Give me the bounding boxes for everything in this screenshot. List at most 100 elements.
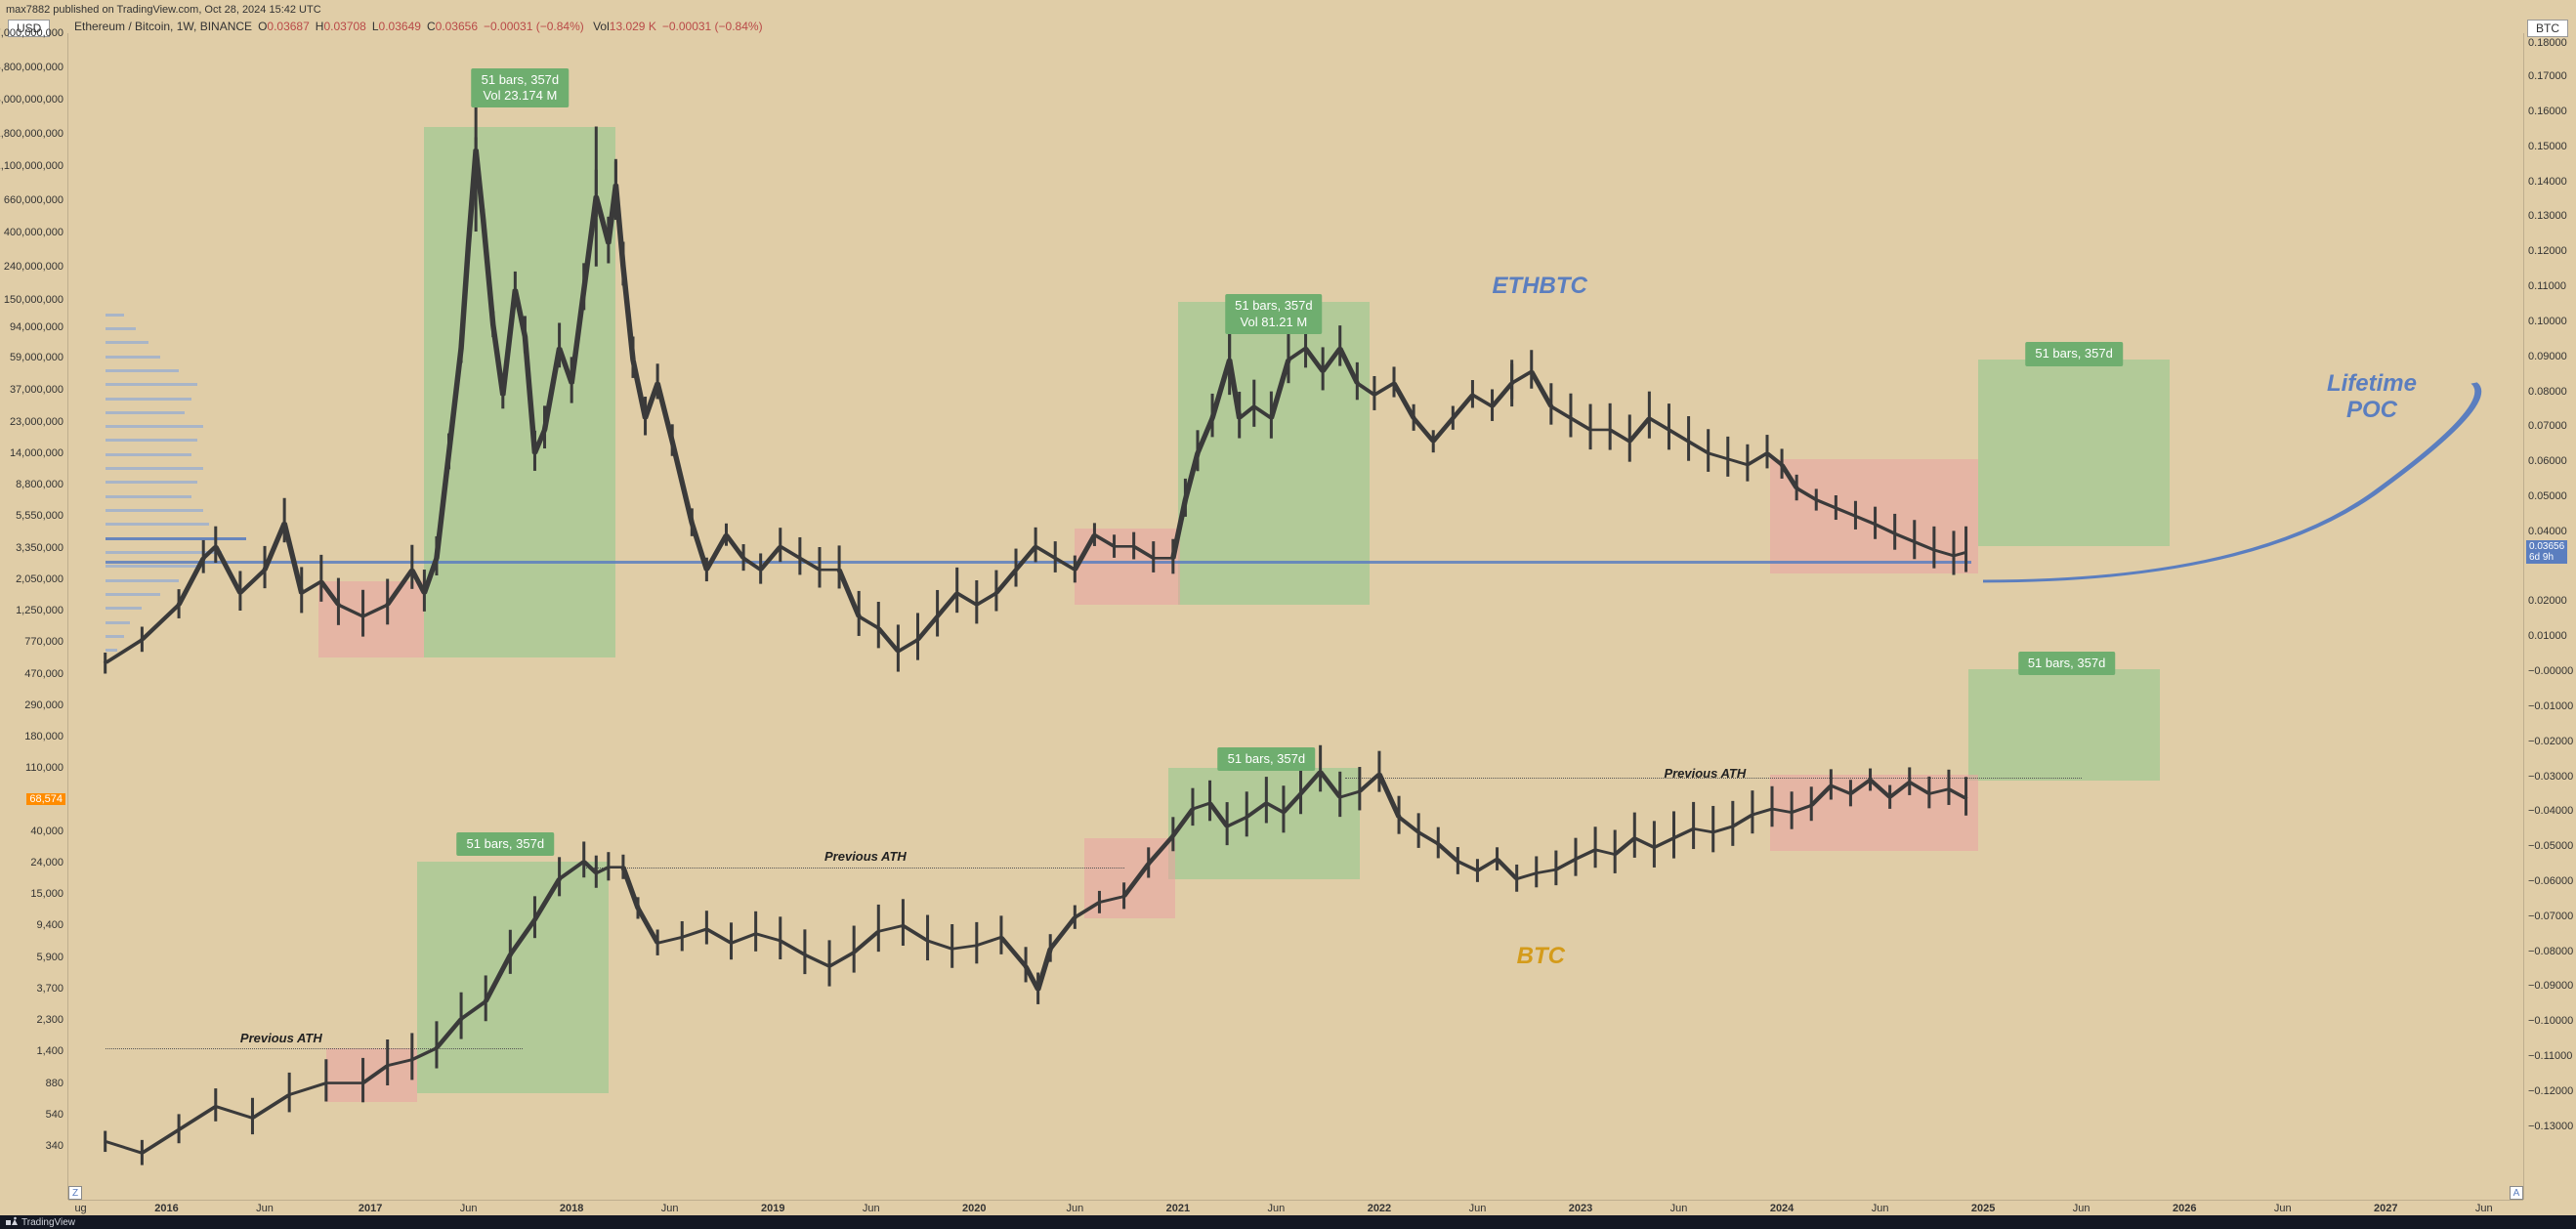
time-tick: Jun [661,1203,679,1214]
right-tick: 0.11000 [2528,280,2566,292]
time-tick: 2016 [154,1203,178,1214]
right-tick: −0.11000 [2528,1050,2572,1062]
time-tick: Jun [1872,1203,1889,1214]
right-tick: −0.10000 [2528,1015,2573,1027]
time-tick: 2025 [1971,1203,1995,1214]
time-tick: 2021 [1166,1203,1190,1214]
right-tick: 0.05000 [2528,490,2567,502]
right-price-axis[interactable]: 0.180000.170000.160000.150000.140000.130… [2523,33,2576,1200]
left-tick: 290,000 [24,699,63,711]
left-tick: 15,000 [30,888,63,900]
publish-info: max7882 published on TradingView.com, Oc… [6,4,321,16]
right-tick: 0.17000 [2528,70,2567,82]
time-tick: 2020 [962,1203,986,1214]
left-tick: 3,350,000 [16,542,63,554]
time-tick: Jun [2475,1203,2493,1214]
left-tick: 110,000 [25,762,63,774]
left-tick: 7,000,000,000 [0,27,63,39]
chart-text-label: Previous ATH [1664,766,1746,781]
right-tick: 0.07000 [2528,420,2567,432]
left-tick: 4,800,000,000 [0,62,63,73]
right-tick: 0.02000 [2528,595,2567,607]
left-tick: 59,000,000 [10,352,63,363]
range-label: 51 bars, 357dVol 23.174 M [472,68,570,108]
right-tick: −0.03000 [2528,771,2573,783]
left-tick: 880 [46,1078,63,1089]
chart-text-label: Previous ATH [240,1031,322,1045]
left-tick: 14,000,000 [10,447,63,459]
chart-area[interactable]: Z A 51 bars, 357dVol 23.174 M51 bars, 35… [68,33,2523,1200]
time-tick: Jun [1469,1203,1487,1214]
time-tick: Jun [2073,1203,2090,1214]
time-tick: Jun [1670,1203,1688,1214]
time-tick: 2019 [761,1203,784,1214]
footer-brand: TradingView [21,1217,75,1228]
left-tick: 8,800,000 [16,479,63,490]
right-tick: 0.04000 [2528,526,2567,537]
chart-text-label: LifetimePOC [2327,371,2417,423]
time-tick: 2027 [2374,1203,2397,1214]
left-tick: 40,000 [30,826,63,837]
left-tick: 540 [46,1109,63,1121]
left-tick: 180,000 [24,731,63,742]
right-tick: −0.00000 [2528,665,2573,677]
right-tick: −0.13000 [2528,1121,2573,1132]
range-label: 51 bars, 357d [2025,342,2123,365]
left-tick: 1,100,000,000 [0,160,63,172]
chart-text-label: ETHBTC [1493,273,1587,300]
time-tick: 2023 [1569,1203,1592,1214]
time-tick: Jun [1268,1203,1286,1214]
left-tick: 9,400 [36,919,63,931]
time-axis[interactable]: ug 2016 Jun 2017 Jun 2018 Jun 2019 Jun 2020 Jun 202… [68,1200,2523,1215]
left-tick: 1,800,000,000 [0,128,63,140]
left-tick: 340 [46,1140,63,1152]
left-tick: 770,000 [24,636,63,648]
time-tick: Jun [2274,1203,2292,1214]
right-tick: −0.05000 [2528,840,2573,852]
right-tick: 0.10000 [2528,316,2567,327]
right-tick: −0.07000 [2528,911,2573,922]
time-tick: ug [74,1203,86,1214]
left-tick: 240,000,000 [4,261,63,273]
right-tick: −0.04000 [2528,805,2573,817]
right-tick: 0.09000 [2528,351,2567,362]
tradingview-icon [6,1216,18,1228]
chart-text-label: Previous ATH [824,849,907,864]
left-tick: 3,000,000,000 [0,94,63,106]
left-tick: 470,000 [24,668,63,680]
footer: TradingView [0,1215,2576,1229]
range-label: 51 bars, 357d [2018,652,2116,675]
left-tick: 5,900 [36,952,63,963]
left-tick: 2,050,000 [16,573,63,585]
left-tick: 24,000 [30,857,63,869]
range-label: 51 bars, 357d [1218,747,1316,771]
right-tick: −0.02000 [2528,736,2573,747]
left-price-axis[interactable]: 7,000,000,0004,800,000,0003,000,000,0001… [0,33,68,1200]
symbol-info-bar: Ethereum / Bitcoin, 1W, BINANCE O0.03687… [74,20,763,33]
left-tick: 400,000,000 [4,227,63,238]
time-tick: Jun [256,1203,274,1214]
range-label: 51 bars, 357dVol 81.21 M [1225,294,1323,334]
time-tick: 2018 [560,1203,583,1214]
left-tick: 1,250,000 [16,605,63,616]
left-tick: 68,574 [26,793,65,805]
left-tick: 660,000,000 [4,194,63,206]
left-tick: 2,300 [36,1014,63,1026]
time-tick: 2017 [359,1203,382,1214]
right-tick: −0.12000 [2528,1085,2573,1097]
right-tick: 0.12000 [2528,245,2567,257]
right-tick: 0.06000 [2528,455,2567,467]
right-tick: 0.18000 [2528,37,2567,49]
right-tick: 0.01000 [2528,630,2567,642]
left-tick: 94,000,000 [10,321,63,333]
time-tick: Jun [460,1203,478,1214]
symbol-name: Ethereum / Bitcoin, 1W, BINANCE [74,20,252,33]
time-tick: 2026 [2173,1203,2196,1214]
left-tick: 23,000,000 [10,416,63,428]
left-tick: 37,000,000 [10,384,63,396]
left-tick: 5,550,000 [16,510,63,522]
right-tick: −0.01000 [2528,700,2573,712]
left-tick: 1,400 [36,1045,63,1057]
time-tick: Jun [1066,1203,1083,1214]
right-tick: −0.08000 [2528,946,2573,957]
